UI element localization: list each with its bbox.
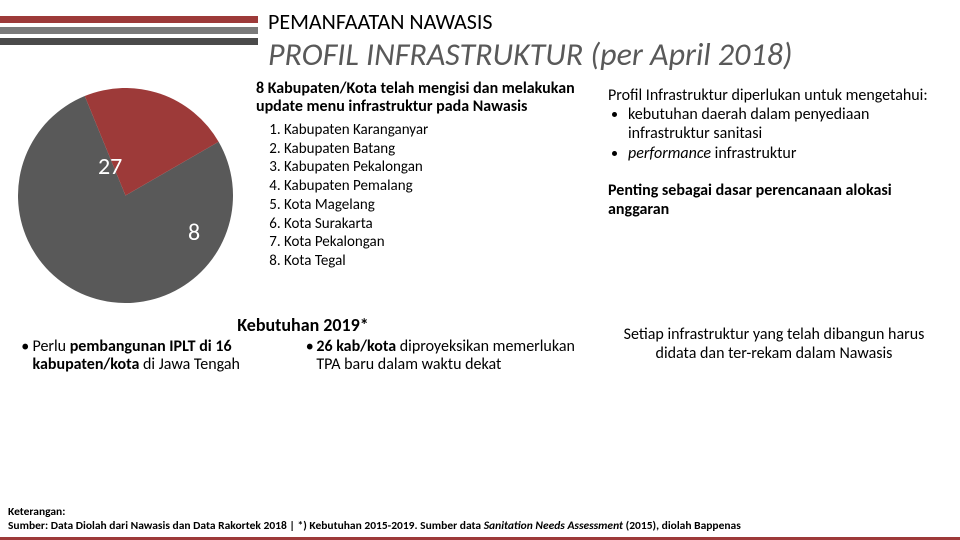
kebutuhan-left: • Perlu pembangunan IPLT di 16 kabupaten… (18, 338, 303, 375)
accent-bars (0, 16, 258, 49)
intro-paragraph: 8 Kabupaten/Kota telah mengisi dan melak… (256, 80, 588, 117)
list-item: Kabupaten Karanganyar (284, 121, 588, 140)
page-subtitle: PEMANFAATAN NAWASIS (268, 8, 960, 35)
right-strong: Penting sebagai dasar perencanaan alokas… (608, 181, 940, 219)
page-title: PROFIL INFRASTRUKTUR (per April 2018) (268, 35, 960, 74)
list-item: performance infrastruktur (628, 144, 940, 163)
closing-text: Setiap infrastruktur yang telah dibangun… (588, 314, 940, 375)
list-item: Kota Tegal (284, 252, 588, 271)
right-bullets: kebutuhan daerah dalam penyediaan infras… (608, 105, 940, 163)
list-item: Kabupaten Batang (284, 140, 588, 159)
list-item: Kota Pekalongan (284, 233, 588, 252)
kabupaten-list: Kabupaten KaranganyarKabupaten BatangKab… (256, 121, 588, 271)
kebutuhan-title: Kebutuhan 2019* (18, 314, 588, 336)
list-item: Kabupaten Pekalongan (284, 158, 588, 177)
kebutuhan-right: • 26 kab/kota diproyeksikan memerlukan T… (303, 338, 588, 375)
list-item: Kota Magelang (284, 196, 588, 215)
list-item: Kabupaten Pemalang (284, 177, 588, 196)
list-item: Kota Surakarta (284, 215, 588, 234)
footer: Keterangan: Sumber: Data Diolah dari Naw… (8, 506, 952, 534)
pie-label-8: 8 (188, 218, 200, 247)
list-item: kebutuhan daerah dalam penyediaan infras… (628, 105, 940, 143)
pie-label-27: 27 (98, 152, 122, 181)
right-lead: Profil Infrastruktur diperlukan untuk me… (608, 86, 940, 105)
pie-chart: 27 8 (18, 80, 250, 308)
